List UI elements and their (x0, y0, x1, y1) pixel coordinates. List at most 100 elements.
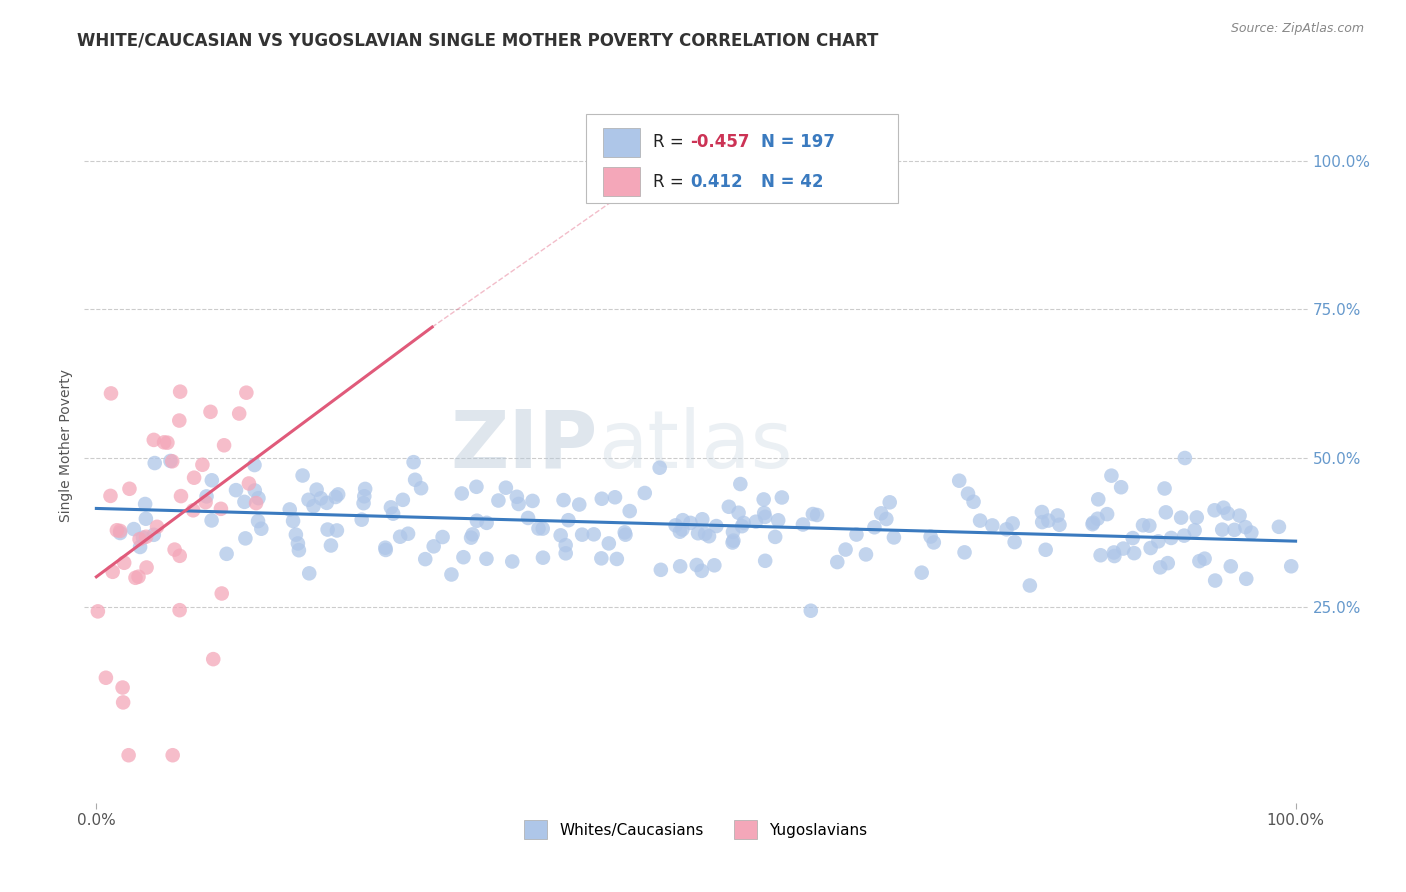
Point (1137, 518, 1160, 533)
Point (1149, 560, 1171, 574)
Point (686, 526, 709, 541)
Point (501, 554, 523, 568)
Point (181, 503, 204, 517)
Point (486, 493, 509, 508)
Point (527, 521, 550, 535)
Text: WHITE/CAUCASIAN VS YUGOSLAVIAN SINGLE MOTHER POVERTY CORRELATION CHART: WHITE/CAUCASIAN VS YUGOSLAVIAN SINGLE MO… (77, 31, 879, 49)
Point (745, 515, 768, 529)
Point (422, 540, 444, 554)
Point (1157, 556, 1180, 570)
Point (143, 456, 166, 470)
Point (465, 480, 488, 494)
Point (170, 489, 193, 503)
Point (591, 551, 613, 566)
Point (827, 555, 849, 569)
Point (995, 522, 1018, 536)
Point (508, 497, 530, 511)
Point (156, 435, 179, 450)
Point (132, 531, 155, 545)
Point (105, 523, 128, 537)
FancyBboxPatch shape (603, 168, 640, 196)
Point (554, 546, 576, 560)
Point (550, 528, 572, 542)
Point (506, 490, 529, 504)
Point (432, 530, 454, 544)
Point (160, 454, 183, 468)
Point (1185, 510, 1208, 524)
Point (1112, 541, 1135, 556)
Point (183, 471, 205, 485)
FancyBboxPatch shape (586, 114, 898, 203)
Point (730, 477, 752, 491)
Point (1104, 549, 1126, 563)
Point (679, 516, 702, 530)
Point (413, 552, 436, 566)
Point (194, 495, 217, 509)
Point (1081, 516, 1104, 530)
Point (690, 512, 713, 526)
Point (1122, 531, 1144, 545)
Point (475, 516, 498, 530)
Point (752, 492, 775, 507)
Point (159, 454, 181, 468)
Point (568, 498, 591, 512)
Point (380, 500, 402, 515)
Point (108, 524, 131, 538)
Point (517, 511, 540, 525)
Point (1139, 541, 1161, 555)
Point (250, 522, 273, 536)
Point (571, 527, 593, 541)
Point (1147, 534, 1170, 549)
Point (1174, 450, 1197, 465)
Point (717, 500, 740, 514)
Y-axis label: Single Mother Poverty: Single Mother Poverty (59, 369, 73, 523)
Point (142, 528, 165, 542)
Text: Source: ZipAtlas.com: Source: ZipAtlas.com (1230, 22, 1364, 36)
Point (948, 474, 970, 488)
Point (1173, 528, 1195, 542)
Point (135, 530, 157, 544)
Point (124, 571, 146, 585)
Point (305, 483, 328, 497)
Text: R =: R = (654, 134, 689, 152)
Point (727, 506, 749, 520)
Point (1234, 520, 1257, 534)
Point (870, 506, 893, 520)
Point (278, 502, 301, 516)
Point (1035, 542, 1057, 557)
FancyBboxPatch shape (603, 128, 640, 157)
Point (1211, 523, 1233, 537)
Point (1049, 517, 1071, 532)
Point (664, 518, 686, 533)
Point (169, 549, 191, 563)
Point (1004, 535, 1026, 549)
Point (582, 527, 605, 541)
Point (723, 533, 745, 548)
Point (1188, 554, 1211, 568)
Point (169, 603, 191, 617)
Point (1018, 578, 1040, 592)
Point (669, 524, 692, 539)
Point (287, 536, 309, 550)
Point (669, 559, 692, 574)
Point (1268, 520, 1291, 534)
Point (1081, 517, 1104, 532)
Text: N = 197: N = 197 (761, 134, 835, 152)
Point (325, 490, 347, 504)
Point (721, 524, 744, 539)
Point (453, 550, 475, 565)
Point (806, 508, 828, 522)
Point (238, 476, 260, 491)
Point (763, 530, 786, 544)
Point (392, 492, 415, 507)
Point (754, 554, 776, 568)
Text: R =: R = (654, 173, 695, 191)
Point (315, 496, 337, 510)
Point (1038, 514, 1060, 528)
Point (328, 487, 350, 501)
Point (228, 407, 250, 421)
Point (1234, 572, 1257, 586)
Point (1090, 548, 1112, 562)
Point (879, 495, 901, 509)
Point (1194, 551, 1216, 566)
